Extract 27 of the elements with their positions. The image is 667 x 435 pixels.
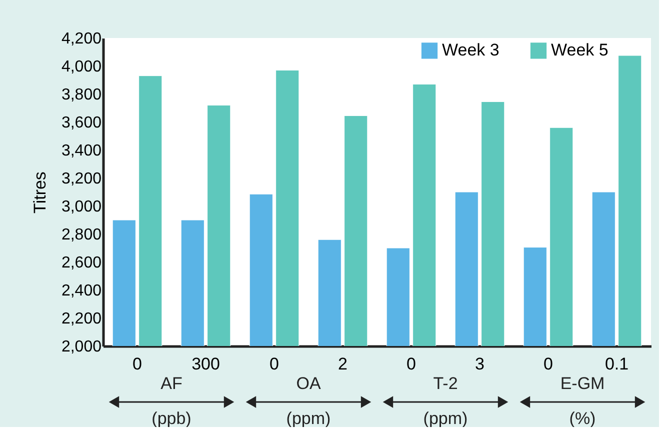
legend-label: Week 5 [551,40,608,60]
y-tick-label: 2,800 [61,226,102,244]
x-tick-label: 0 [270,354,279,374]
y-tick-label: 3,200 [61,170,102,188]
y-tick-label: 2,600 [61,254,102,272]
y-axis-title: Titres [30,172,50,214]
y-tick-label: 2,200 [61,310,102,328]
text: T-2 [433,374,458,393]
y-tick-label: 2,000 [61,338,102,356]
x-tick-label: 0 [544,354,553,374]
y-tick-label: 2,400 [61,282,102,300]
x-tick-label: 3 [475,354,484,374]
x-tick-label: 2 [338,354,348,374]
x-tick-label: 0.1 [604,354,629,374]
y-tick-label: 4,200 [61,30,102,48]
legend-label: Week 3 [442,40,500,60]
y-tick-label: 3,800 [61,86,102,104]
y-tick-label: 3,400 [61,142,102,160]
x-tick-label: 0 [406,354,416,374]
text: AF [160,374,182,393]
x-tick-label: 0 [132,354,142,374]
x-tick-label: 300 [192,354,220,374]
y-tick-label: 4,000 [61,58,102,76]
text: E-GM [560,374,605,393]
text: OA [296,374,322,393]
y-tick-label: 3,000 [61,198,102,216]
y-tick-label: 3,600 [61,114,102,132]
